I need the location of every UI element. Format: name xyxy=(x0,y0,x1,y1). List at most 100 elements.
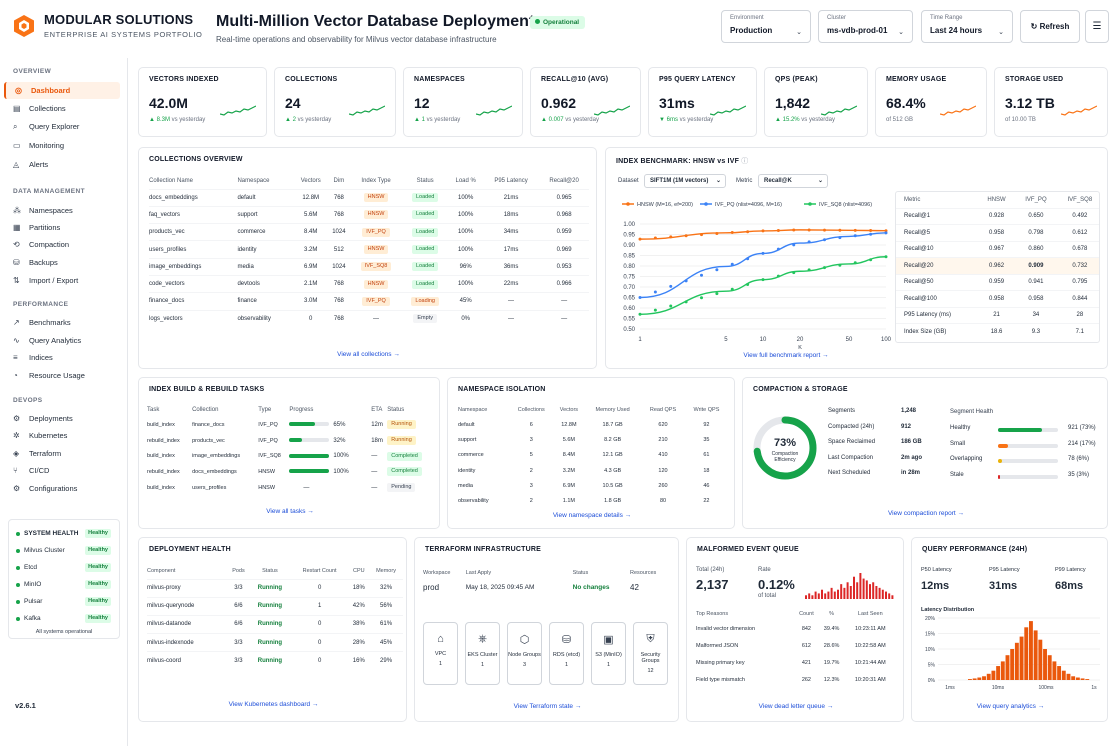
metric-select[interactable]: Recall@K ⌄ xyxy=(758,174,828,188)
table-row[interactable]: Missing primary key 421 19.7% 10:21:44 AM xyxy=(696,654,896,671)
nav-section-overview: OVERVIEW xyxy=(13,68,52,75)
sidebar-item-deployments[interactable]: ⚙ Deployments xyxy=(4,410,120,427)
table-row[interactable]: code_vectors devtools 2.1M 768 HNSW Loaded 100… xyxy=(149,274,589,293)
view-benchmark-report-link[interactable]: View full benchmark report → xyxy=(743,352,829,359)
sidebar-item-label: Compaction xyxy=(29,240,70,249)
table-row[interactable]: build_index users_profiles HNSW — — Pending xyxy=(147,480,435,496)
sidebar-item-alerts[interactable]: ◬ Alerts xyxy=(4,156,120,173)
kpi-change: ▲ 0.007 vs yesterday xyxy=(541,117,599,123)
stat-value: 912 xyxy=(901,423,912,430)
sidebar-item-query-explorer[interactable]: ⌕ Query Explorer xyxy=(4,118,120,135)
histogram-bar xyxy=(982,676,986,680)
view-kubernetes-dashboard-link[interactable]: View Kubernetes dashboard → xyxy=(228,701,319,708)
view-query-analytics-link[interactable]: View query analytics → xyxy=(976,703,1045,710)
terraform-resource-box[interactable]: ⛨ Security Groups 12 xyxy=(633,622,668,685)
sidebar-item-namespaces[interactable]: ⁂ Namespaces xyxy=(4,202,120,219)
table-row[interactable]: support 3 5.6M 8.2 GB 210 35 xyxy=(458,432,728,447)
table-row[interactable]: products_vec commerce 8.4M 1024 IVF_PQ Loaded… xyxy=(149,223,589,241)
table-row[interactable]: docs_embeddings default 12.8M 768 HNSW Loaded… xyxy=(149,188,589,207)
data-point xyxy=(684,234,688,238)
table-row[interactable]: milvus-datanode 6/6 Running 0 38% 61% xyxy=(147,614,403,634)
terraform-resource-box[interactable]: ▣ S3 (MinIO) 1 xyxy=(591,622,626,685)
table-cell: — xyxy=(371,453,378,460)
kpi-card: VECTORS INDEXED 42.0M ▲ 8.3M vs yesterday xyxy=(138,67,267,137)
terraform-resource-box[interactable]: ⛁ RDS (etcd) 1 xyxy=(549,622,584,685)
table-cell: 80 xyxy=(659,498,667,505)
segment-label: Stale xyxy=(950,471,964,478)
view-all-collections-link[interactable]: View all collections → xyxy=(337,351,400,358)
table-row[interactable]: milvus-indexnode 3/3 Running 0 28% 45% xyxy=(147,633,403,652)
table-cell: 7.1 xyxy=(1052,323,1099,340)
sidebar-item-dashboard[interactable]: ◎ Dashboard xyxy=(4,82,120,99)
table-row[interactable]: default 6 12.8M 18.7 GB 620 92 xyxy=(458,417,728,432)
sidebar-item-query-analytics[interactable]: ∿ Query Analytics xyxy=(4,332,120,349)
sidebar-item-partitions[interactable]: ▦ Partitions xyxy=(4,219,120,236)
view-compaction-report-link[interactable]: View compaction report → xyxy=(887,510,965,517)
data-point xyxy=(684,300,688,304)
progress-label: 100% xyxy=(333,468,349,475)
collections-overview-card: COLLECTIONS OVERVIEW Collection Name Name… xyxy=(138,147,597,369)
table-row[interactable]: image_embeddings media 6.9M 1024 IVF_SQ8 Load… xyxy=(149,257,589,276)
spark-bar xyxy=(869,584,871,599)
table-row[interactable]: Field type mismatch 262 12.3% 10:20:31 AM xyxy=(696,671,896,688)
sidebar-item-backups[interactable]: ⛁ Backups xyxy=(4,254,120,271)
kpi-card: COLLECTIONS 24 ▲ 2 vs yesterday xyxy=(274,67,396,137)
terraform-resource-box[interactable]: ⌂ VPC 1 xyxy=(423,622,458,685)
y-tick-label: 0.75 xyxy=(623,275,635,281)
table-row[interactable]: rebuild_index products_vec IVF_PQ 32% 18m Run… xyxy=(147,433,435,449)
table-row[interactable]: rebuild_index docs_embeddings HNSW 100% — Com… xyxy=(147,464,435,480)
view-terraform-state-link[interactable]: View Terraform state → xyxy=(513,703,582,710)
sidebar-item-configurations[interactable]: ⚙ Configurations xyxy=(4,480,120,497)
sidebar-item-label: Configurations xyxy=(29,484,78,493)
sidebar-item-compaction[interactable]: ⟲ Compaction xyxy=(4,236,120,253)
table-row[interactable]: users_profiles identity 3.2M 512 HNSW Loaded 1… xyxy=(149,240,589,259)
sidebar-item-kubernetes[interactable]: ✲ Kubernetes xyxy=(4,427,120,444)
benchmark-line-chart: 1.00 0.95 0.90 0.85 0.80 0.75 0.70 0.65 0.60 0.55… xyxy=(622,202,892,351)
table-row[interactable]: finance_docs finance 3.0M 768 IVF_PQ Loading 4… xyxy=(149,292,589,311)
status-badge: Loaded xyxy=(412,262,439,272)
table-row[interactable]: observability 2 1.1M 1.8 GB 80 22 xyxy=(458,493,728,508)
collections-table: Collection Name Namespace Vectors Dim Index … xyxy=(149,173,589,328)
table-row[interactable]: milvus-coord 3/3 Running 0 16% 29% xyxy=(147,651,403,670)
x-tick-label: 1s xyxy=(1091,685,1097,691)
table-cell: 3/3 xyxy=(227,578,250,598)
table-row[interactable]: faq_vectors support 5.6M 768 HNSW Loaded 100% 1… xyxy=(149,205,589,224)
resource-icon: ⎈ xyxy=(478,633,487,645)
status-badge: Loaded xyxy=(412,210,439,220)
table-cell: — xyxy=(539,292,589,311)
dataset-select[interactable]: SIFT1M (1M vectors) ⌄ xyxy=(644,174,726,188)
sidebar-item-benchmarks[interactable]: ↗ Benchmarks xyxy=(4,314,120,331)
table-row[interactable]: Invalid vector dimension 842 39.4% 10:23:11… xyxy=(696,620,896,637)
table-row[interactable]: milvus-querynode 6/6 Running 1 42% 56% xyxy=(147,596,403,616)
view-dead-letter-queue-link[interactable]: View dead letter queue → xyxy=(758,703,834,710)
sidebar-item-resource-usage[interactable]: ◔ Resource Usage xyxy=(4,367,120,384)
refresh-button[interactable]: ↻ Refresh xyxy=(1020,10,1080,43)
table-row[interactable]: milvus-proxy 3/3 Running 0 18% 32% xyxy=(147,578,403,598)
kpi-label: QPS (PEAK) xyxy=(775,76,818,83)
table-row[interactable]: prod May 18, 2025 09:45 AM No changes 42 xyxy=(423,579,671,595)
sidebar-item-import-export[interactable]: ⇅ Import / Export xyxy=(4,272,120,289)
table-row[interactable]: commerce 5 8.4M 12.1 GB 410 61 xyxy=(458,448,728,463)
table-row[interactable]: logs_vectors observability 0 768— Empty 0% — — xyxy=(149,309,589,328)
table-row[interactable]: Malformed JSON 612 28.6% 10:22:58 AM xyxy=(696,637,896,654)
table-row[interactable]: build_index finance_docs IVF_PQ 65% 12m Runni… xyxy=(147,417,435,433)
sidebar-item-monitoring[interactable]: ▭ Monitoring xyxy=(4,137,120,154)
sidebar-item-terraform[interactable]: ◈ Terraform xyxy=(4,445,120,462)
sidebar-item-collections[interactable]: ▤ Collections xyxy=(4,100,120,117)
view-namespace-details-link[interactable]: View namespace details → xyxy=(552,512,632,519)
table-row[interactable]: media 3 6.9M 10.5 GB 260 46 xyxy=(458,478,728,493)
sidebar-item-indices[interactable]: ≡ Indices xyxy=(4,349,120,366)
compaction-stat: Segments 1,248 xyxy=(828,408,924,424)
table-row[interactable]: identity 2 3.2M 4.3 GB 120 18 xyxy=(458,463,728,478)
time-range-select[interactable]: Time Range Last 24 hours ⌄ xyxy=(921,10,1013,43)
terraform-resource-box[interactable]: ⬡ Node Groups 3 xyxy=(507,622,542,685)
table-row[interactable]: build_index image_embeddings IVF_SQ8 100% — C… xyxy=(147,448,435,464)
table-header-row: Metric HNSW IVF_PQ IVF_SQ8 xyxy=(896,192,1099,208)
environment-select[interactable]: Environment Production ⌄ xyxy=(721,10,811,43)
view-all-tasks-link[interactable]: View all tasks → xyxy=(266,508,314,515)
cluster-select[interactable]: Cluster ms-vdb-prod-01 ⌄ xyxy=(818,10,913,43)
settings-sliders-button[interactable]: ☰ xyxy=(1085,10,1109,43)
terraform-resource-box[interactable]: ⎈ EKS Cluster 1 xyxy=(465,622,500,685)
sidebar-item-cicd[interactable]: ⑂ CI/CD xyxy=(4,462,120,479)
status-badge: Completed xyxy=(387,467,422,477)
